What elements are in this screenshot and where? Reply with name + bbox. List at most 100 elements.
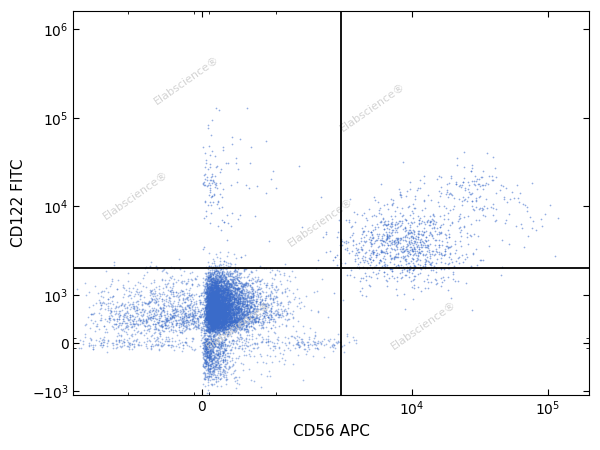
Point xyxy=(215,274,224,281)
Point xyxy=(392,292,402,299)
Point xyxy=(209,301,218,308)
Point xyxy=(218,302,227,309)
Point xyxy=(207,356,217,363)
Point xyxy=(249,325,259,332)
Point xyxy=(202,285,211,292)
Point xyxy=(199,290,208,297)
Point xyxy=(211,290,221,297)
Point xyxy=(206,320,215,327)
Point xyxy=(210,322,220,329)
Point xyxy=(215,321,224,328)
Point xyxy=(202,288,212,295)
Point xyxy=(178,305,187,312)
Point xyxy=(205,302,214,310)
Point xyxy=(212,282,221,289)
Point xyxy=(231,291,241,298)
Point xyxy=(179,324,188,331)
Point xyxy=(181,312,191,319)
Point xyxy=(453,217,463,225)
Point xyxy=(205,312,214,319)
Point xyxy=(127,316,136,324)
Point xyxy=(205,320,214,327)
Point xyxy=(200,338,209,346)
Point xyxy=(241,321,251,328)
Point xyxy=(204,288,214,295)
Point xyxy=(221,309,230,316)
Point xyxy=(209,279,218,287)
Point xyxy=(223,332,232,339)
Point xyxy=(215,318,224,325)
Point xyxy=(204,179,214,186)
Point xyxy=(203,363,212,370)
Point xyxy=(205,308,215,315)
Point xyxy=(440,259,449,266)
Point xyxy=(215,278,225,285)
Point xyxy=(407,228,416,235)
Point xyxy=(365,238,374,246)
Point xyxy=(211,309,220,316)
Point xyxy=(220,312,229,319)
Point xyxy=(204,352,214,360)
Point xyxy=(122,337,131,344)
Point xyxy=(209,323,218,330)
Point xyxy=(218,343,227,350)
Point xyxy=(217,304,227,311)
Point xyxy=(205,367,214,374)
Point xyxy=(211,315,220,322)
Point xyxy=(220,277,229,284)
Point xyxy=(382,200,392,207)
Point xyxy=(217,320,226,328)
Point xyxy=(205,296,214,303)
Point xyxy=(233,305,243,312)
Point xyxy=(206,311,216,319)
Point xyxy=(110,261,119,269)
Point xyxy=(262,302,271,309)
Point xyxy=(194,316,203,323)
Point xyxy=(448,271,458,278)
Point xyxy=(209,313,218,320)
Point xyxy=(177,287,187,294)
Point xyxy=(246,322,256,329)
Point xyxy=(98,343,107,350)
Point xyxy=(122,319,132,326)
Point xyxy=(217,320,226,327)
Point xyxy=(259,313,269,320)
Point xyxy=(206,360,216,367)
Point xyxy=(209,317,218,324)
Point xyxy=(167,306,177,313)
Point xyxy=(168,306,178,314)
Point xyxy=(220,312,229,319)
Point xyxy=(209,297,218,304)
Point xyxy=(206,284,216,291)
Point xyxy=(225,320,235,327)
Point xyxy=(450,237,460,244)
Point xyxy=(228,273,238,280)
Point xyxy=(221,310,231,317)
Point xyxy=(505,240,514,248)
Point xyxy=(209,311,219,319)
Point xyxy=(217,311,226,319)
Point xyxy=(221,319,230,326)
Point xyxy=(215,326,224,333)
Point xyxy=(212,278,221,285)
Point xyxy=(203,353,212,360)
Point xyxy=(240,311,250,318)
Point xyxy=(214,311,223,318)
Point xyxy=(208,316,218,324)
Point xyxy=(234,292,244,299)
Point xyxy=(236,319,246,326)
Point xyxy=(215,301,225,308)
Point xyxy=(455,181,465,189)
Point xyxy=(214,299,224,306)
Point xyxy=(172,308,182,315)
Point xyxy=(106,307,116,315)
Point xyxy=(203,366,212,373)
Point xyxy=(500,220,510,227)
Point xyxy=(221,295,230,302)
Point xyxy=(401,261,411,268)
Point xyxy=(210,306,220,314)
Point xyxy=(394,185,403,193)
Point xyxy=(204,302,214,309)
Point xyxy=(206,364,216,371)
Point xyxy=(228,295,238,302)
